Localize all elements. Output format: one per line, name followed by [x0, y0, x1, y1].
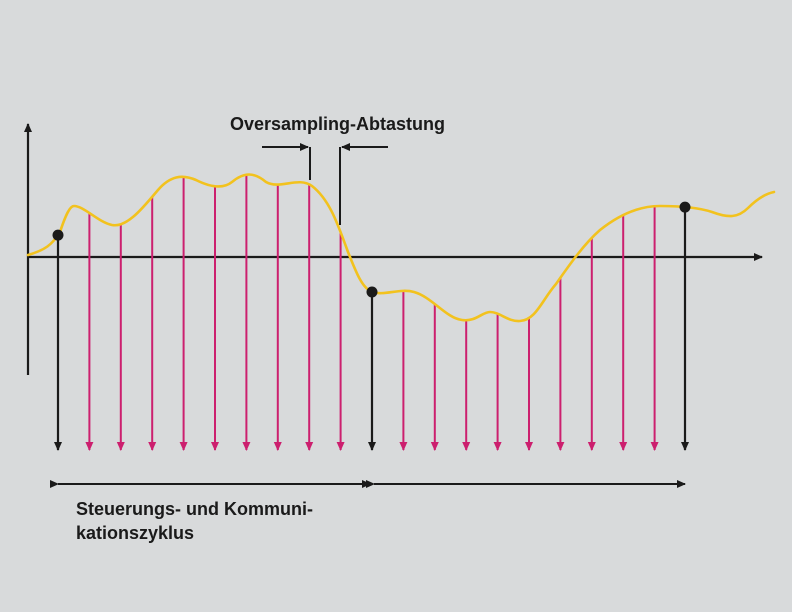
cycle-label-line2: kationszyklus — [76, 523, 195, 543]
oversampling-label: Oversampling-Abtastung — [230, 114, 446, 134]
signal-curve — [26, 173, 776, 323]
cycle-label: Steuerungs- und Kommuni- kationszyklus — [76, 497, 313, 545]
cycle-sample-point — [679, 201, 691, 213]
cycle-sample-point — [52, 229, 64, 241]
cycle-sample-point — [366, 286, 378, 298]
cycle-label-line1: Steuerungs- und Kommuni- — [76, 499, 313, 519]
sample-arrows — [54, 174, 689, 451]
